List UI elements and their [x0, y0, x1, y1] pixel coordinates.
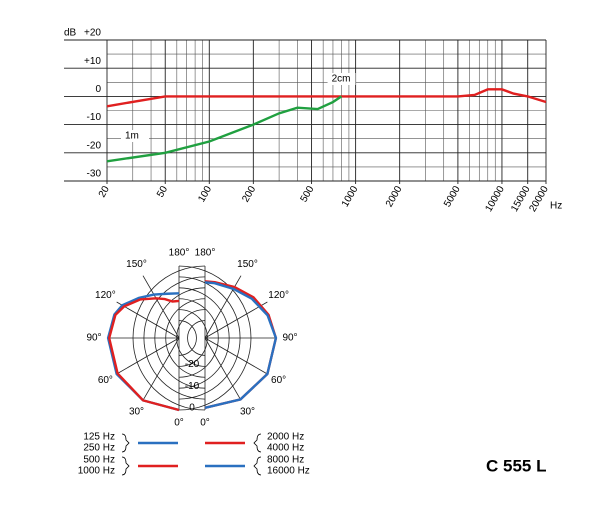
- y-axis-label: dB: [64, 28, 77, 39]
- grid-ring: [132, 265, 206, 411]
- angle-label: 0°: [174, 418, 184, 429]
- grid-spoke: [142, 337, 180, 401]
- angle-label: 90°: [282, 333, 297, 344]
- x-tick-label: 5000: [442, 184, 463, 209]
- legend-label: 8000 Hz: [267, 455, 304, 466]
- grid-spoke: [204, 337, 268, 375]
- grid-ring: [165, 298, 206, 378]
- polar-series: [204, 281, 278, 409]
- legend-label: 16000 Hz: [267, 466, 310, 477]
- r-tick-label: 0: [189, 403, 195, 414]
- label-bg: [327, 73, 356, 85]
- legend-label: 125 Hz: [83, 432, 115, 443]
- angle-label: 60°: [98, 375, 113, 386]
- grid-spoke: [142, 275, 180, 339]
- grid-spoke: [204, 301, 268, 339]
- angle-label: 180°: [169, 248, 190, 259]
- x-tick-label: 20000: [527, 184, 551, 214]
- y-tick-label: 0: [95, 84, 101, 95]
- x-tick-label: 100: [196, 184, 214, 204]
- label-bg: [121, 130, 149, 142]
- y-tick-label: +20: [84, 28, 101, 39]
- x-axis-label: Hz: [550, 201, 562, 212]
- y-tick-label: -30: [87, 169, 102, 180]
- angle-label: 180°: [195, 248, 216, 259]
- legend-label: 1000 Hz: [78, 466, 115, 477]
- y-tick-label: +10: [84, 56, 101, 67]
- x-tick-label: 1000: [340, 184, 361, 209]
- r-tick-label: -20: [185, 359, 200, 370]
- legend-brace: [253, 456, 262, 476]
- line-series: [106, 88, 547, 108]
- x-tick-label: 200: [240, 184, 258, 204]
- x-tick-label: 10000: [483, 184, 507, 214]
- grid-ring: [143, 276, 206, 400]
- angle-label: 60°: [271, 375, 286, 386]
- legend-label: 4000 Hz: [267, 443, 304, 454]
- angle-label: 90°: [86, 333, 101, 344]
- grid-ring: [154, 287, 206, 389]
- angle-label: 0°: [200, 418, 210, 429]
- legend-label: 2000 Hz: [267, 432, 304, 443]
- line-series: [106, 95, 343, 163]
- r-tick-label: -10: [185, 381, 200, 392]
- x-tick-label: 50: [155, 184, 170, 200]
- angle-label: 120°: [268, 290, 289, 301]
- legend-brace: [121, 456, 130, 476]
- series-label: 2cm: [332, 74, 351, 85]
- angle-label: 150°: [237, 259, 258, 270]
- angle-label: 30°: [129, 406, 144, 417]
- x-tick-label: 20: [97, 184, 112, 200]
- grid-ring: [178, 320, 197, 356]
- x-tick-label: 500: [299, 184, 317, 204]
- series-label: 1m: [125, 131, 139, 142]
- grid-spoke: [204, 337, 242, 401]
- y-tick-label: -20: [87, 140, 102, 151]
- grid-spoke: [116, 337, 180, 375]
- legend-brace: [121, 433, 130, 453]
- grid-ring: [176, 309, 206, 367]
- grid-ring: [187, 320, 206, 356]
- angle-label: 150°: [126, 259, 147, 270]
- grid-ring: [178, 309, 208, 367]
- legend-brace: [253, 433, 262, 453]
- grid-spoke: [116, 301, 180, 339]
- legend-label: 250 Hz: [83, 443, 115, 454]
- angle-label: 120°: [95, 290, 116, 301]
- angle-label: 30°: [240, 406, 255, 417]
- y-tick-label: -10: [87, 112, 102, 123]
- product-name: C 555 L: [486, 456, 546, 475]
- legend-label: 500 Hz: [83, 455, 115, 466]
- x-tick-label: 2000: [384, 184, 405, 209]
- polar-series: [107, 297, 180, 412]
